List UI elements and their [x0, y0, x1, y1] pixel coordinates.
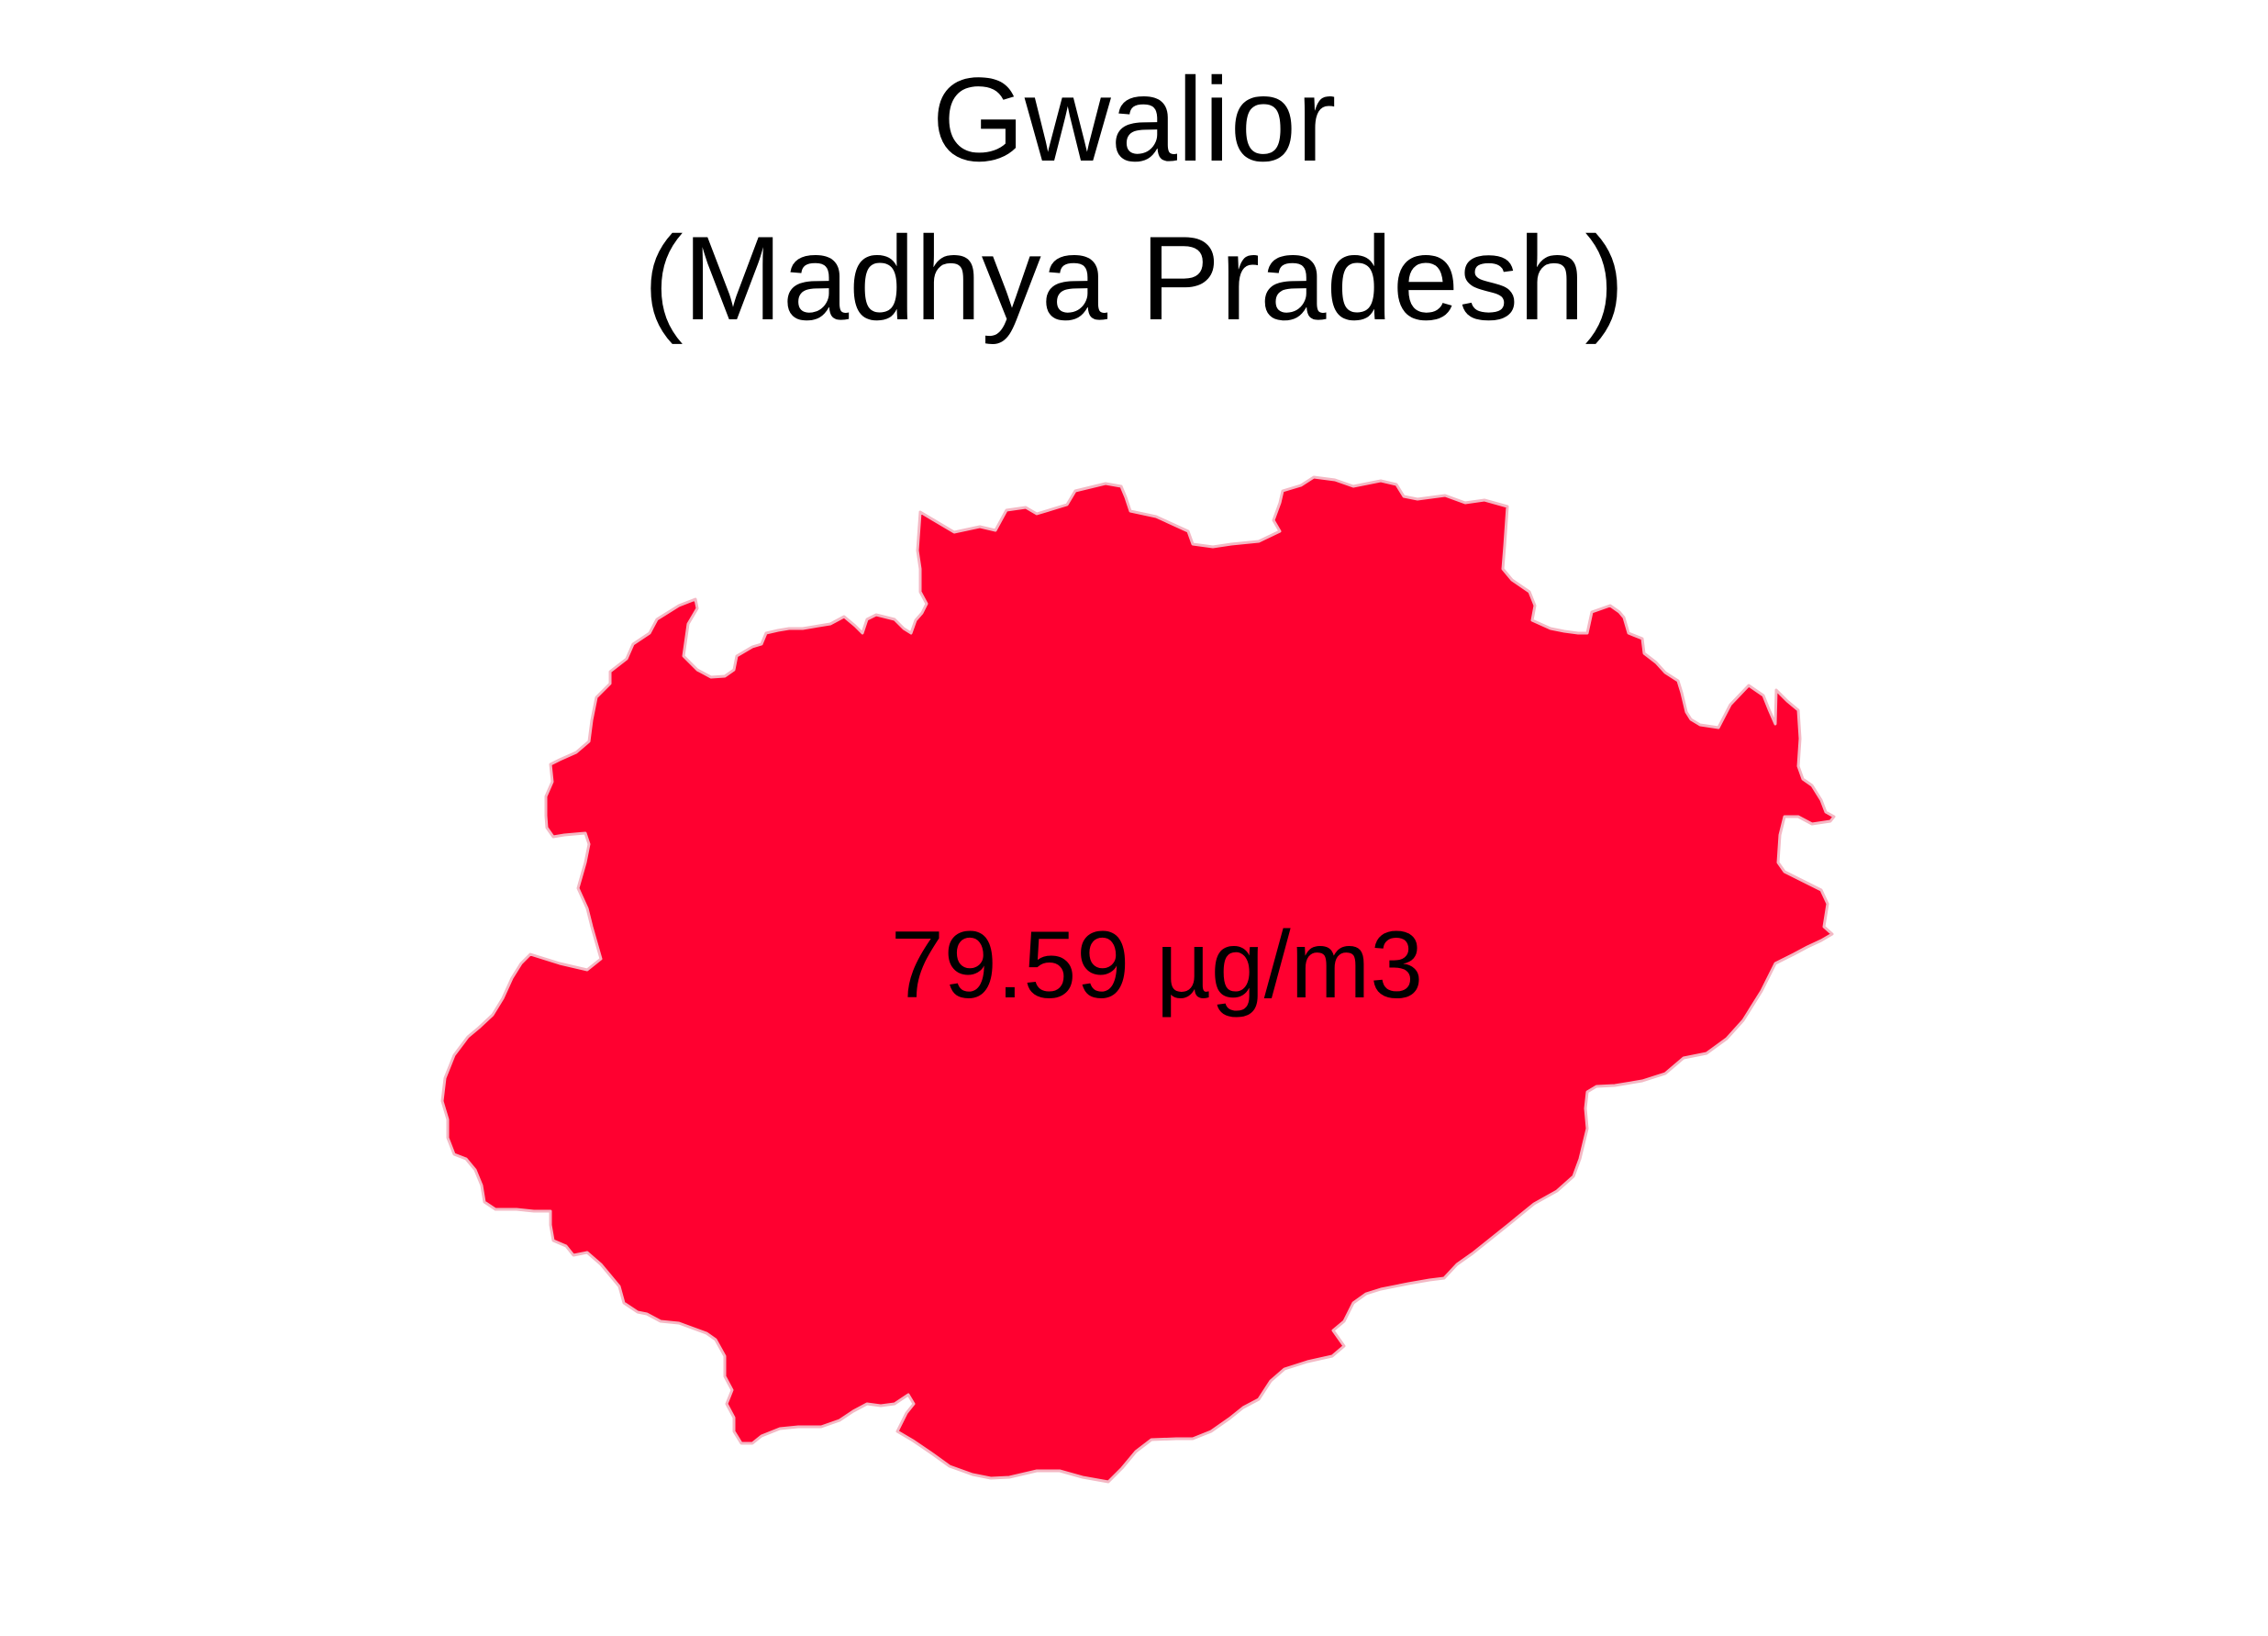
state-subtitle: (Madhya Pradesh)	[643, 211, 1625, 345]
district-boundary-shape	[440, 475, 1836, 1484]
district-title: Gwalior	[931, 52, 1337, 186]
pollution-value-label: 79.59 µg/m3	[890, 912, 1424, 1018]
